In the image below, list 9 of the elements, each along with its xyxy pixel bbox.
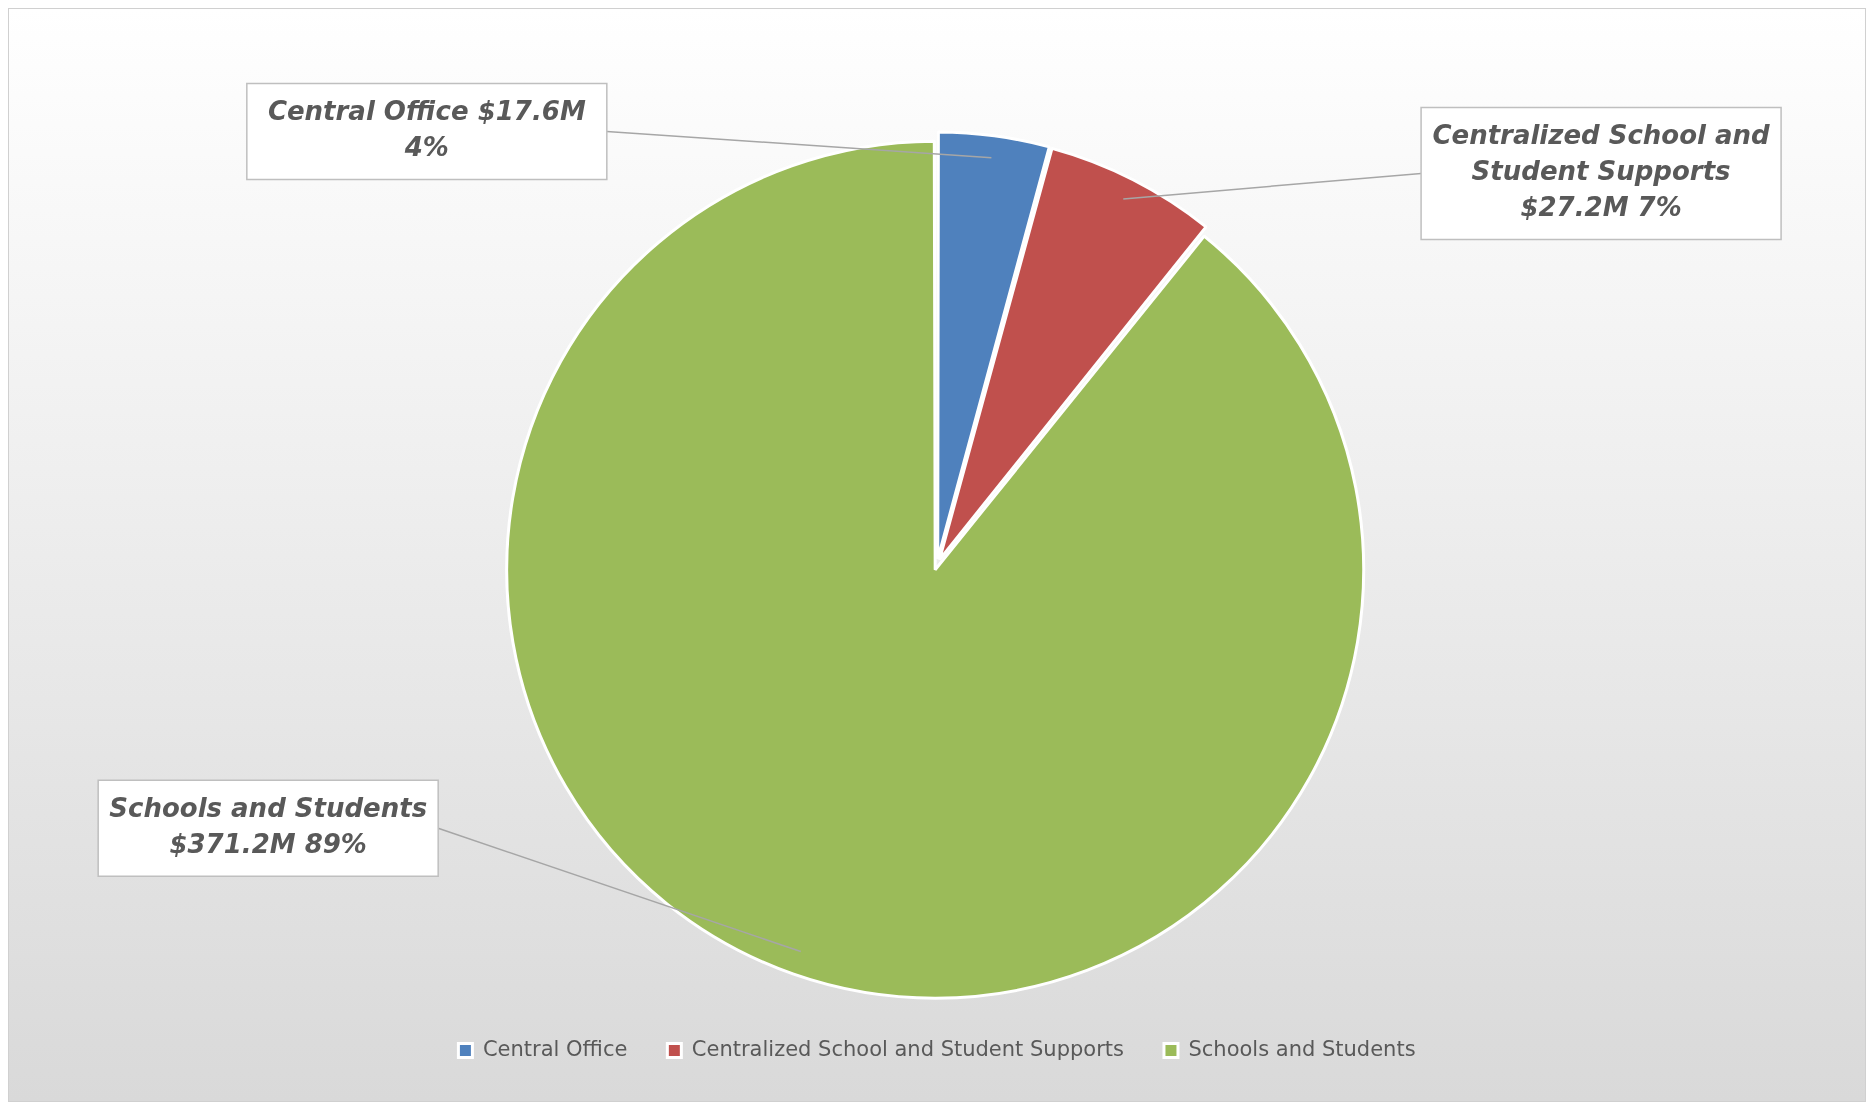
legend-label: Centralized School and Student Supports: [691, 1036, 1124, 1061]
text: $371.2M 89%: [169, 829, 367, 860]
text: Central Office $17.6M: [267, 96, 586, 127]
text: $27.2M 7%: [1520, 192, 1682, 223]
text: Schools and Students: [109, 793, 428, 824]
text: Centralized School and Student Supports: [1432, 120, 1771, 187]
legend-label: Schools and Students: [1188, 1036, 1416, 1061]
legend-label: Central Office: [482, 1036, 628, 1061]
text: 4%: [403, 132, 449, 163]
